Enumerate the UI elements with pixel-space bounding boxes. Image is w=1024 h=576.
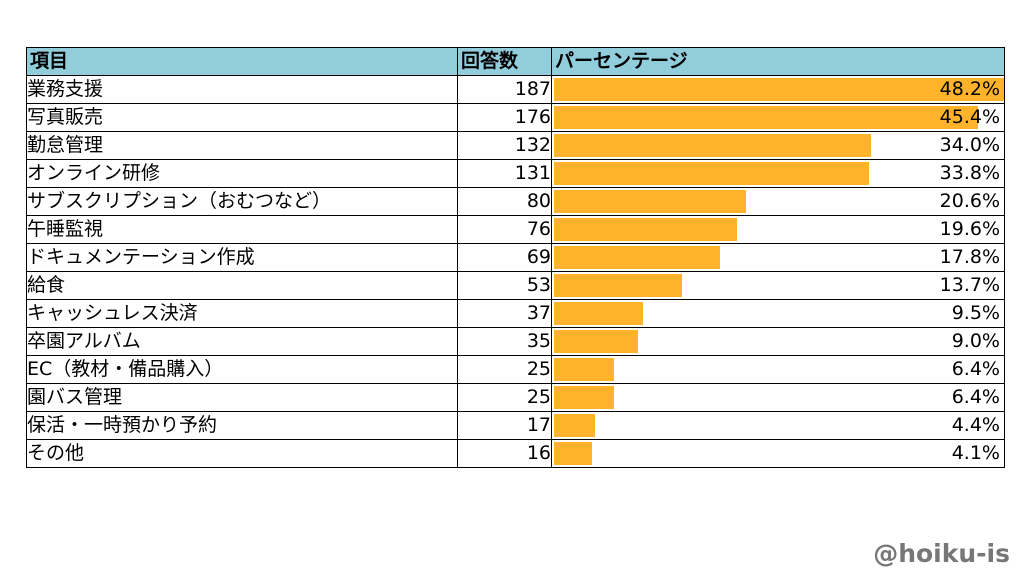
- table-row: サブスクリプション（おむつなど） 80 20.6%: [26, 187, 1005, 216]
- row-count: 17: [457, 411, 552, 440]
- row-percent-cell: 34.0%: [551, 131, 1005, 160]
- percent-label: 17.8%: [939, 246, 1000, 268]
- row-percent-cell: 9.0%: [551, 327, 1005, 356]
- row-count: 25: [457, 355, 552, 384]
- percent-bar: [554, 106, 978, 129]
- percent-label: 19.6%: [939, 218, 1000, 240]
- percent-label: 4.4%: [951, 414, 1000, 436]
- row-percent-cell: 4.1%: [551, 439, 1005, 468]
- row-count: 35: [457, 327, 552, 356]
- percent-label: 9.0%: [951, 330, 1000, 352]
- table-row: 給食 53 13.7%: [26, 271, 1005, 300]
- row-count: 132: [457, 131, 552, 160]
- row-count: 176: [457, 103, 552, 132]
- row-percent-cell: 6.4%: [551, 383, 1005, 412]
- header-item: 項目: [26, 47, 458, 76]
- row-count: 53: [457, 271, 552, 300]
- watermark: @hoiku-is: [873, 539, 1010, 568]
- percent-label: 6.4%: [951, 358, 1000, 380]
- row-percent-cell: 33.8%: [551, 159, 1005, 188]
- row-percent-cell: 17.8%: [551, 243, 1005, 272]
- table-row: 園バス管理 25 6.4%: [26, 383, 1005, 412]
- row-percent-cell: 6.4%: [551, 355, 1005, 384]
- row-count: 25: [457, 383, 552, 412]
- percent-label: 33.8%: [939, 162, 1000, 184]
- row-count: 80: [457, 187, 552, 216]
- percent-bar: [554, 302, 643, 325]
- row-count: 16: [457, 439, 552, 468]
- percent-bar: [554, 330, 638, 353]
- percent-label: 9.5%: [951, 302, 1000, 324]
- percent-bar: [554, 78, 1004, 101]
- table-row: 業務支援 187 48.2%: [26, 75, 1005, 104]
- percent-bar: [554, 414, 595, 437]
- percent-bar: [554, 246, 720, 269]
- percent-bar: [554, 442, 592, 465]
- row-label: ドキュメンテーション作成: [26, 243, 458, 272]
- table-row: オンライン研修 131 33.8%: [26, 159, 1005, 188]
- row-percent-cell: 9.5%: [551, 299, 1005, 328]
- table-row: その他 16 4.1%: [26, 439, 1005, 468]
- percent-bar: [554, 358, 614, 381]
- row-count: 76: [457, 215, 552, 244]
- row-label: 勤怠管理: [26, 131, 458, 160]
- percent-bar: [554, 386, 614, 409]
- table-row: 保活・一時預かり予約 17 4.4%: [26, 411, 1005, 440]
- table-body: 業務支援 187 48.2% 写真販売 176 45.4% 勤怠管理 132 34.0% オンライ…: [26, 75, 1005, 468]
- row-label: 業務支援: [26, 75, 458, 104]
- table-row: 午睡監視 76 19.6%: [26, 215, 1005, 244]
- percent-label: 48.2%: [939, 78, 1000, 100]
- percent-bar: [554, 162, 869, 185]
- percent-label: 13.7%: [939, 274, 1000, 296]
- header-row: 項目 回答数 パーセンテージ: [26, 47, 1005, 76]
- percent-label: 4.1%: [951, 442, 1000, 464]
- row-label: キャッシュレス決済: [26, 299, 458, 328]
- row-count: 69: [457, 243, 552, 272]
- table-row: キャッシュレス決済 37 9.5%: [26, 299, 1005, 328]
- row-count: 37: [457, 299, 552, 328]
- row-label: EC（教材・備品購入）: [26, 355, 458, 384]
- table-row: 卒園アルバム 35 9.0%: [26, 327, 1005, 356]
- row-count: 187: [457, 75, 552, 104]
- row-label: 園バス管理: [26, 383, 458, 412]
- row-label: 写真販売: [26, 103, 458, 132]
- percent-bar: [554, 190, 746, 213]
- row-label: その他: [26, 439, 458, 468]
- table-row: ドキュメンテーション作成 69 17.8%: [26, 243, 1005, 272]
- row-label: 給食: [26, 271, 458, 300]
- row-percent-cell: 45.4%: [551, 103, 1005, 132]
- percent-bar: [554, 274, 682, 297]
- row-label: 保活・一時預かり予約: [26, 411, 458, 440]
- percent-label: 20.6%: [939, 190, 1000, 212]
- row-label: サブスクリプション（おむつなど）: [26, 187, 458, 216]
- row-label: 卒園アルバム: [26, 327, 458, 356]
- percent-bar: [554, 134, 871, 157]
- row-label: 午睡監視: [26, 215, 458, 244]
- percent-label: 6.4%: [951, 386, 1000, 408]
- header-count: 回答数: [457, 47, 552, 76]
- row-percent-cell: 4.4%: [551, 411, 1005, 440]
- percent-bar: [554, 218, 737, 241]
- table-row: 勤怠管理 132 34.0%: [26, 131, 1005, 160]
- survey-table: 項目 回答数 パーセンテージ 業務支援 187 48.2% 写真販売 176 45.4% 勤…: [26, 47, 1005, 468]
- table-row: 写真販売 176 45.4%: [26, 103, 1005, 132]
- row-percent-cell: 20.6%: [551, 187, 1005, 216]
- row-percent-cell: 19.6%: [551, 215, 1005, 244]
- row-count: 131: [457, 159, 552, 188]
- row-label: オンライン研修: [26, 159, 458, 188]
- percent-label: 34.0%: [939, 134, 1000, 156]
- row-percent-cell: 13.7%: [551, 271, 1005, 300]
- table-row: EC（教材・備品購入） 25 6.4%: [26, 355, 1005, 384]
- percent-label: 45.4%: [939, 106, 1000, 128]
- header-percent: パーセンテージ: [551, 47, 1005, 76]
- row-percent-cell: 48.2%: [551, 75, 1005, 104]
